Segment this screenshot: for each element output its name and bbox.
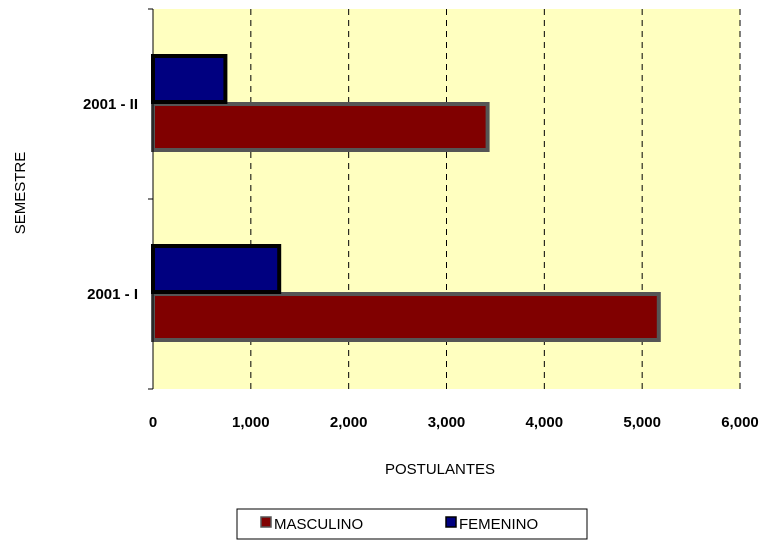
x-axis-title: POSTULANTES <box>385 461 495 478</box>
legend-box <box>236 508 588 540</box>
bar-masculino <box>151 292 661 342</box>
gridlines <box>250 9 741 389</box>
legend-label-femenino: FEMENINO <box>459 516 538 533</box>
bar-masculino <box>151 102 490 152</box>
x-tick-label: 2,000 <box>330 414 368 431</box>
legend-swatch-femenino <box>445 516 457 528</box>
category-label: 2001 - II <box>83 96 138 113</box>
x-tick-label: 4,000 <box>526 414 564 431</box>
x-tick-label: 1,000 <box>232 414 270 431</box>
legend-label-masculino: MASCULINO <box>274 516 363 533</box>
legend: MASCULINO FEMENINO <box>236 508 588 540</box>
x-tick-label: 3,000 <box>428 414 466 431</box>
bar-femenino <box>151 54 228 104</box>
category-labels: 2001 - I 2001 - II <box>83 96 138 303</box>
x-tick-label: 0 <box>149 414 157 431</box>
bar-femenino <box>151 244 282 294</box>
y-axis-ticks <box>148 8 153 390</box>
x-tick-label: 5,000 <box>623 414 661 431</box>
x-axis-ticks: 0 1,000 2,000 3,000 4,000 5,000 6,000 <box>149 414 759 431</box>
category-label: 2001 - I <box>87 286 138 303</box>
legend-swatch-masculino <box>260 516 272 528</box>
x-tick-label: 6,000 <box>721 414 759 431</box>
y-axis-title: SEMESTRE <box>12 152 29 235</box>
